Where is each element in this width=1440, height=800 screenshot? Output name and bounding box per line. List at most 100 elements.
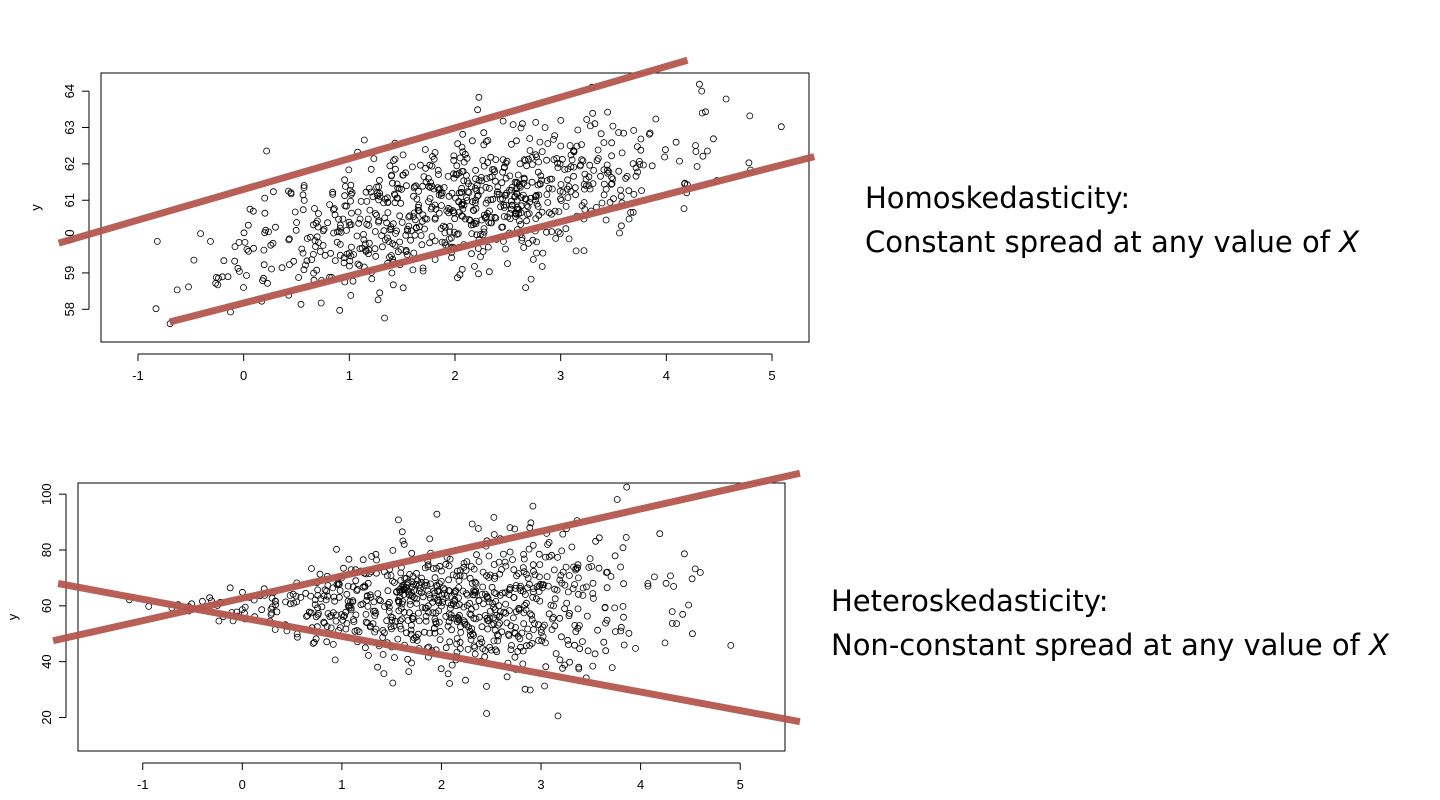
data-point <box>586 555 594 562</box>
data-point <box>692 148 700 155</box>
data-point <box>506 186 514 194</box>
data-point <box>531 571 539 579</box>
data-point <box>618 149 626 157</box>
data-point <box>326 201 334 209</box>
data-point <box>574 605 582 613</box>
data-point <box>551 595 559 603</box>
data-point <box>548 185 556 193</box>
data-point <box>452 194 460 202</box>
data-point <box>483 710 491 717</box>
data-point <box>398 185 405 193</box>
data-point <box>363 592 371 600</box>
data-point <box>538 176 545 184</box>
data-point <box>511 653 519 661</box>
data-point <box>367 593 375 601</box>
spread-line-lower <box>57 580 801 726</box>
data-point <box>365 246 373 254</box>
data-point <box>551 585 558 593</box>
data-point <box>453 640 461 648</box>
heteroskedasticity-title: Heteroskedasticity: <box>831 584 1109 618</box>
data-point <box>536 573 543 581</box>
data-point <box>637 135 645 143</box>
data-point <box>556 160 564 168</box>
data-point <box>408 163 416 171</box>
data-point <box>375 218 382 226</box>
data-point <box>566 609 573 617</box>
data-point <box>525 210 533 218</box>
data-point <box>582 182 590 190</box>
data-point <box>278 264 286 272</box>
data-point <box>245 247 252 255</box>
data-point <box>507 646 515 654</box>
data-point <box>551 207 559 215</box>
data-point <box>473 551 480 559</box>
data-point <box>286 261 293 269</box>
data-point <box>396 617 404 625</box>
data-point <box>425 608 432 616</box>
data-point <box>394 516 402 524</box>
data-point <box>408 549 416 557</box>
data-point <box>428 233 436 240</box>
data-point <box>381 603 388 610</box>
data-point <box>421 215 429 223</box>
data-point <box>470 642 478 650</box>
data-point <box>418 241 426 249</box>
data-point <box>356 245 364 253</box>
data-point <box>404 617 412 624</box>
data-point <box>347 291 355 299</box>
data-point <box>491 626 499 634</box>
data-point <box>668 608 676 615</box>
data-point <box>404 655 412 663</box>
data-point <box>449 571 457 579</box>
data-point <box>504 260 511 268</box>
data-point <box>610 195 617 203</box>
data-point <box>589 590 597 597</box>
data-point <box>357 601 365 609</box>
data-point <box>535 158 542 166</box>
data-point <box>472 166 480 174</box>
data-point <box>563 599 571 607</box>
data-point <box>534 202 542 210</box>
data-point <box>379 651 387 658</box>
data-point <box>376 597 384 605</box>
data-point <box>539 623 547 631</box>
data-point <box>417 589 425 597</box>
data-point <box>300 196 308 204</box>
data-point <box>316 570 324 578</box>
data-point <box>309 250 317 258</box>
data-point <box>416 161 424 169</box>
data-point <box>348 209 355 217</box>
data-point <box>437 602 445 610</box>
data-point <box>466 217 474 225</box>
data-point <box>525 239 532 247</box>
data-point <box>410 587 418 594</box>
data-point <box>529 502 537 510</box>
data-point <box>455 584 463 591</box>
data-point <box>446 206 454 214</box>
data-point <box>290 599 298 607</box>
data-point <box>445 587 453 594</box>
data-point <box>536 138 544 146</box>
data-point <box>212 273 220 281</box>
data-point <box>234 264 242 272</box>
data-point <box>617 186 624 194</box>
data-point <box>513 572 520 580</box>
data-point <box>524 574 532 582</box>
data-point <box>608 139 616 147</box>
data-point <box>263 147 271 155</box>
data-point <box>389 547 397 554</box>
data-point <box>501 191 509 199</box>
data-point <box>561 661 569 669</box>
data-point <box>617 627 625 635</box>
data-point <box>583 583 590 591</box>
data-point <box>360 136 368 144</box>
data-point <box>433 564 440 572</box>
plot-frame <box>100 72 810 343</box>
data-point <box>632 645 639 652</box>
data-point <box>359 556 367 564</box>
data-point <box>346 187 354 194</box>
data-point <box>380 227 388 235</box>
data-point <box>341 612 349 619</box>
data-point <box>587 122 594 130</box>
data-point <box>357 197 365 205</box>
